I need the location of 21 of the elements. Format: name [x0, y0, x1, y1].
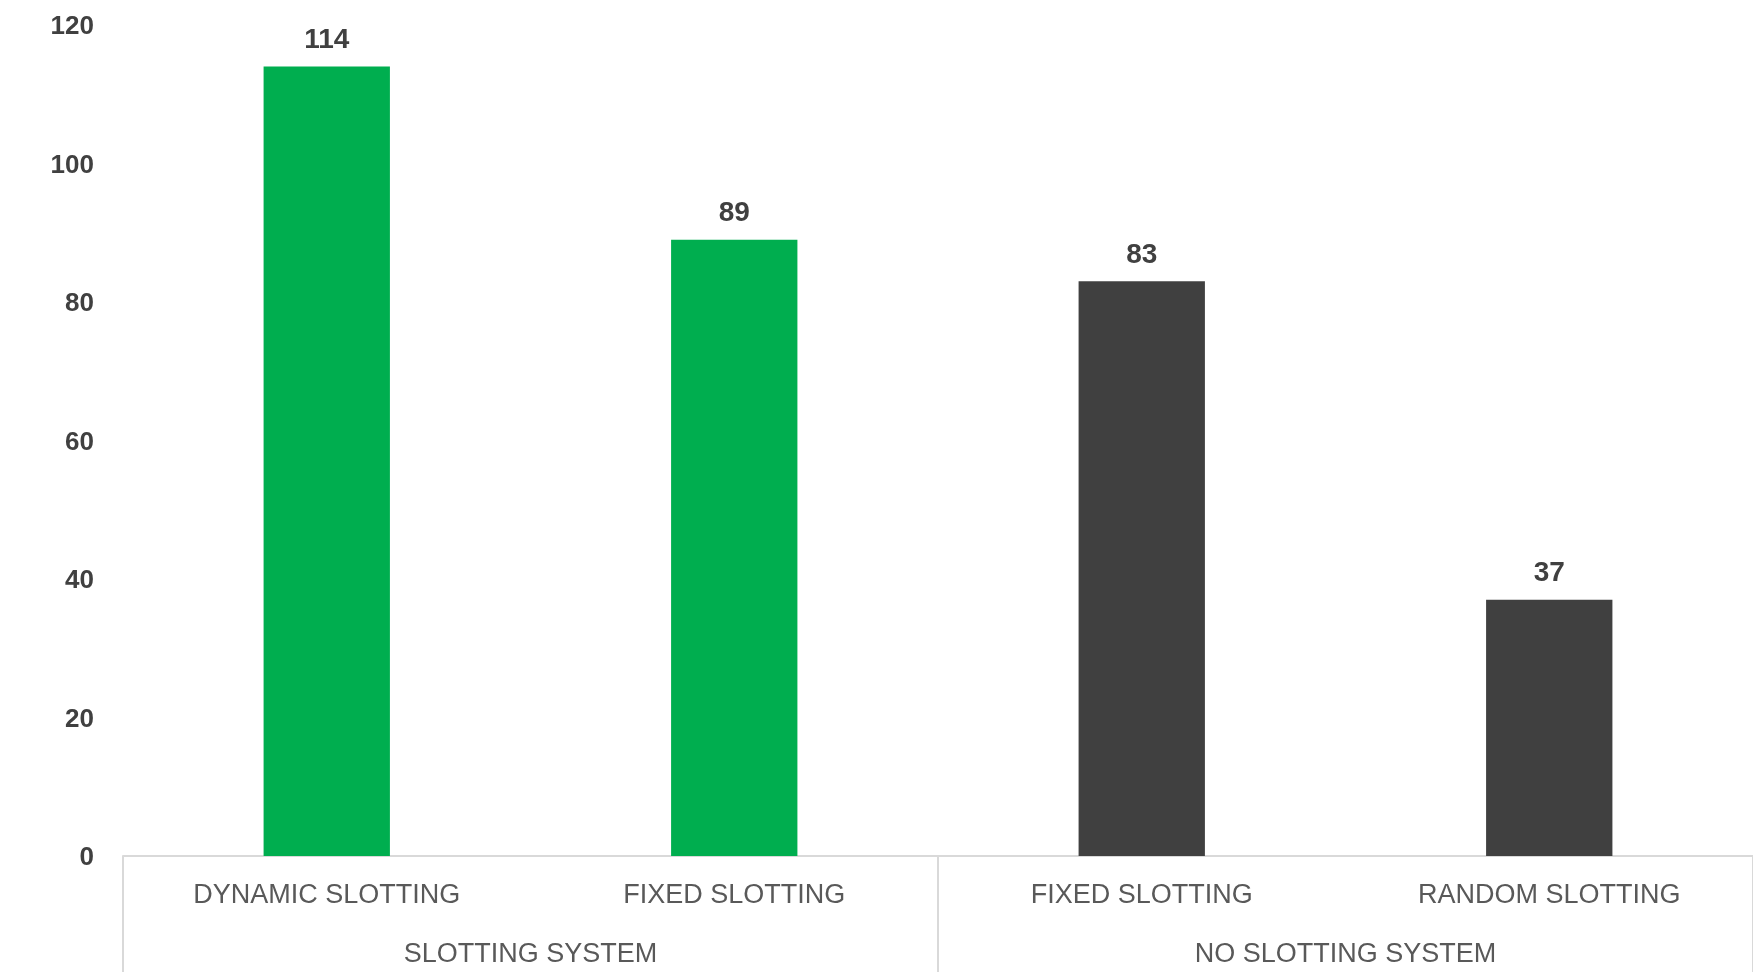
- y-tick-label: 100: [50, 148, 94, 179]
- y-tick-label: 80: [65, 287, 94, 317]
- y-tick-label: 60: [65, 425, 94, 456]
- bar: [671, 239, 798, 856]
- bar: [1078, 281, 1205, 856]
- bar: [1486, 599, 1613, 856]
- x-tick-label: FIXED SLOTTING: [623, 878, 846, 909]
- y-tick-label: 120: [50, 10, 94, 40]
- text: SLOTTING SYSTEM: [403, 937, 658, 968]
- x-tick-label: FIXED SLOTTING: [1030, 878, 1253, 909]
- x-tick-label: RANDOM SLOTTING: [1417, 878, 1681, 909]
- y-tick-label: 0: [79, 841, 94, 871]
- bar: [263, 66, 390, 856]
- data-label: 89: [718, 196, 750, 228]
- text: NO SLOTTING SYSTEM: [1194, 937, 1497, 968]
- y-tick-label: 20: [65, 702, 94, 733]
- y-tick-label: 40: [65, 564, 94, 594]
- data-label: 114: [304, 23, 350, 55]
- data-label: 83: [1126, 237, 1158, 269]
- data-label: 37: [1533, 556, 1565, 588]
- x-tick-label: DYNAMIC SLOTTING: [193, 878, 461, 909]
